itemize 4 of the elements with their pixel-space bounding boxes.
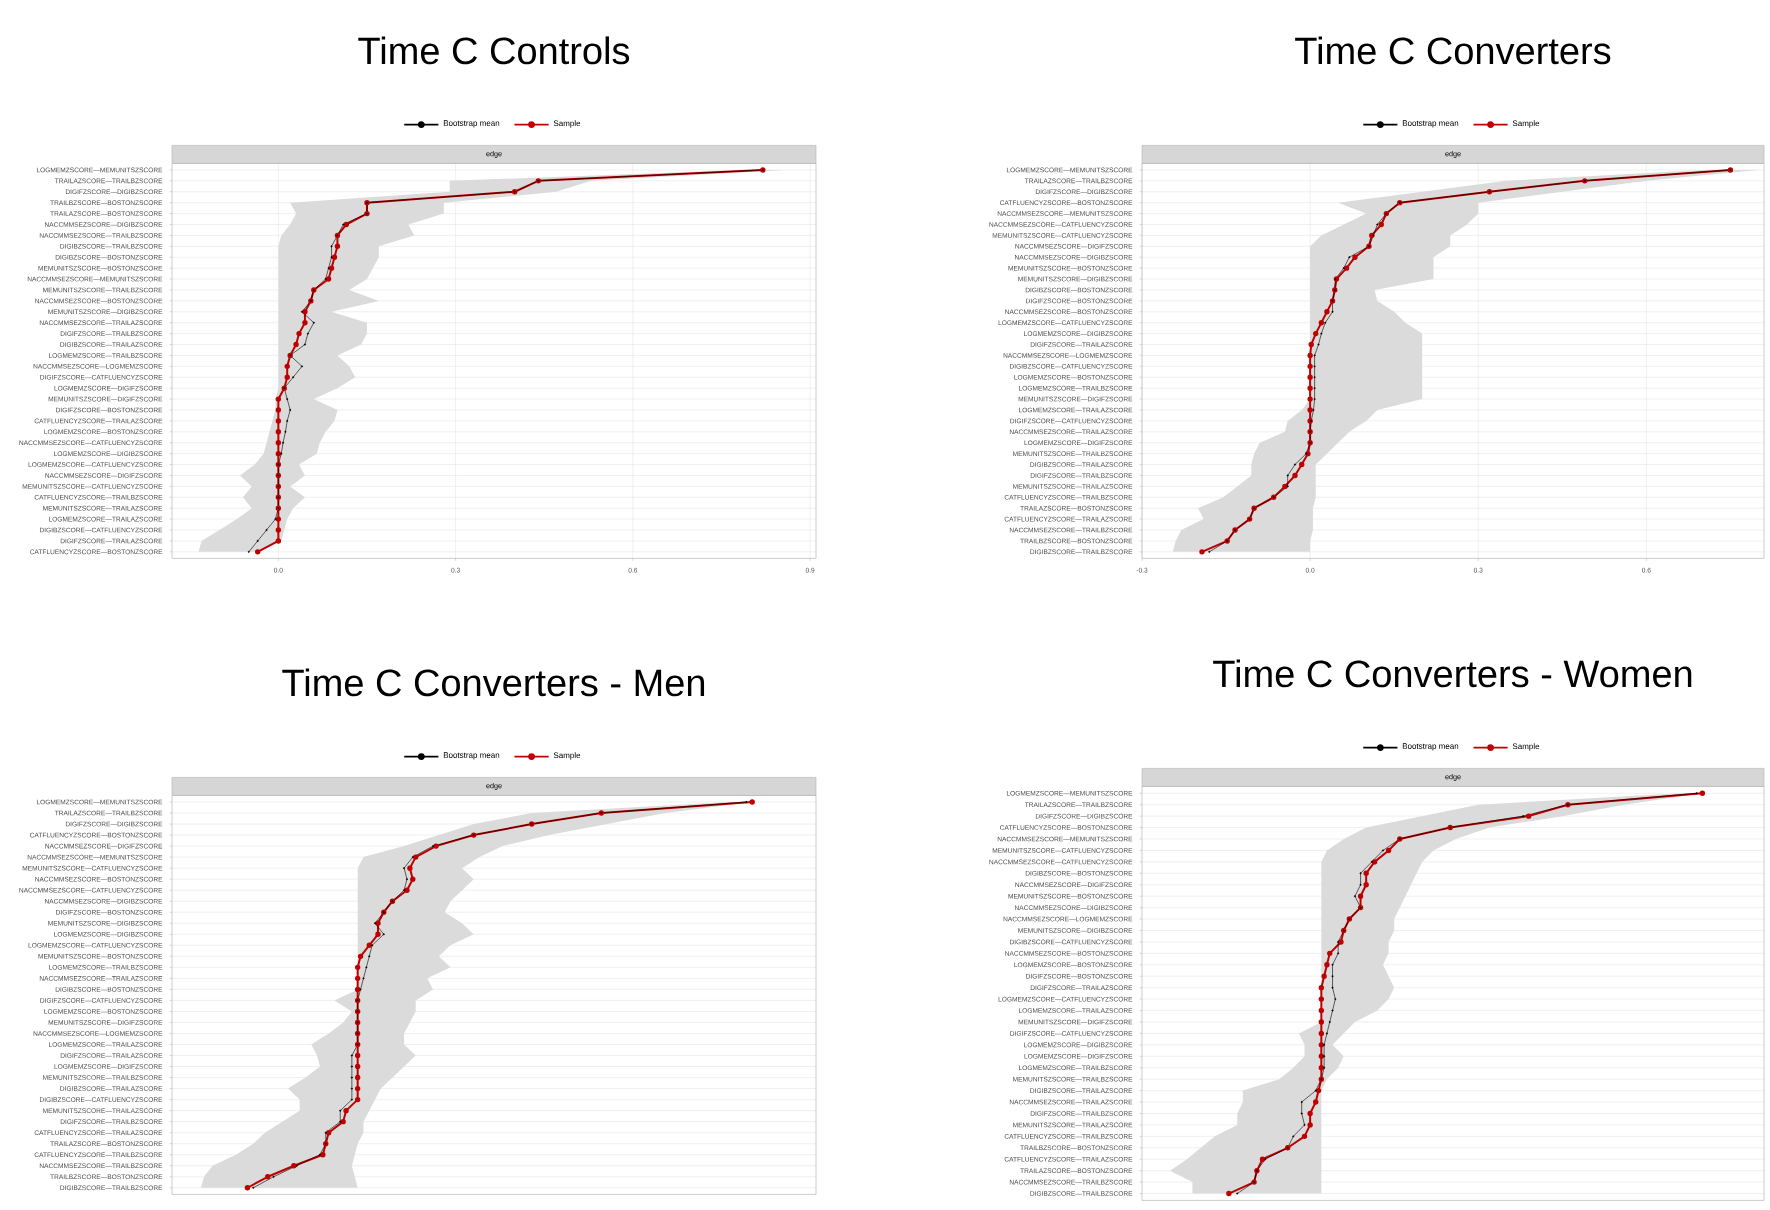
chart-title: Time C Converters - Women — [1213, 659, 1692, 688]
chart-title: Time C Converters - Men — [282, 668, 705, 697]
chart-title: Time C Controls — [358, 36, 630, 65]
chart-title: Time C Converters — [1295, 36, 1611, 65]
